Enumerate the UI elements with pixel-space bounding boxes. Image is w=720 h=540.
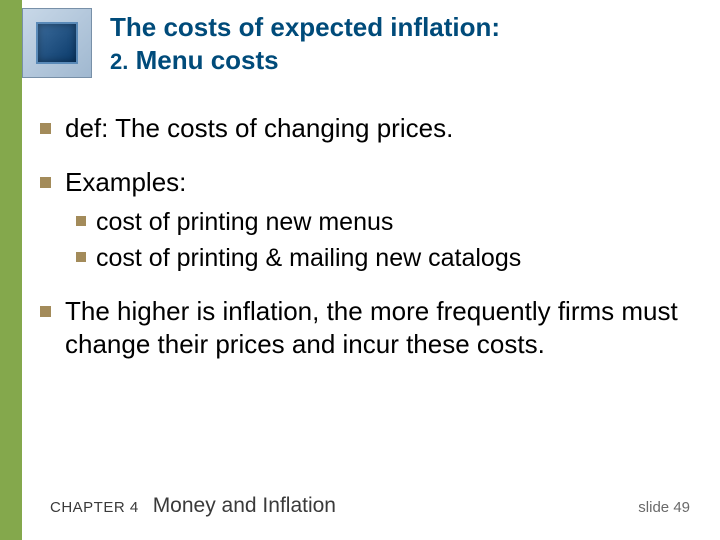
slide-footer: CHAPTER 4 Money and Inflation slide 49 (50, 494, 690, 518)
slide-body: def: The costs of changing prices. Examp… (40, 112, 680, 382)
sub-bullet-list: cost of printing new menus cost of print… (76, 206, 680, 275)
bullet-square-icon (40, 177, 51, 188)
chapter-label: CHAPTER 4 (50, 499, 139, 516)
title-line-2: 2. Menu costs (110, 45, 690, 76)
sub-bullet-item: cost of printing new menus (76, 206, 680, 239)
title-subject: Menu costs (136, 45, 279, 75)
bullet-square-icon (40, 123, 51, 134)
sub-bullet-item: cost of printing & mailing new catalogs (76, 242, 680, 275)
bullet-item: The higher is inflation, the more freque… (40, 295, 680, 363)
sub-bullet-text: cost of printing new menus (96, 206, 393, 239)
title-line-1: The costs of expected inflation: (110, 12, 690, 43)
sub-bullet-text: cost of printing & mailing new catalogs (96, 242, 521, 275)
bullet-text: Examples: (65, 166, 186, 200)
bullet-item: def: The costs of changing prices. (40, 112, 680, 146)
title-number: 2. (110, 49, 128, 74)
bullet-text: The higher is inflation, the more freque… (65, 295, 680, 363)
slide-title: The costs of expected inflation: 2. Menu… (110, 12, 690, 76)
bullet-square-icon (40, 306, 51, 317)
bullet-item: Examples: (40, 166, 680, 200)
side-stripe (0, 0, 22, 540)
bullet-square-icon (76, 216, 86, 226)
corner-decorative-icon (22, 8, 92, 78)
chapter-title: Money and Inflation (153, 494, 336, 518)
footer-left: CHAPTER 4 Money and Inflation (50, 494, 336, 518)
bullet-text: def: The costs of changing prices. (65, 112, 453, 146)
slide-number: slide 49 (638, 499, 690, 516)
bullet-square-icon (76, 252, 86, 262)
